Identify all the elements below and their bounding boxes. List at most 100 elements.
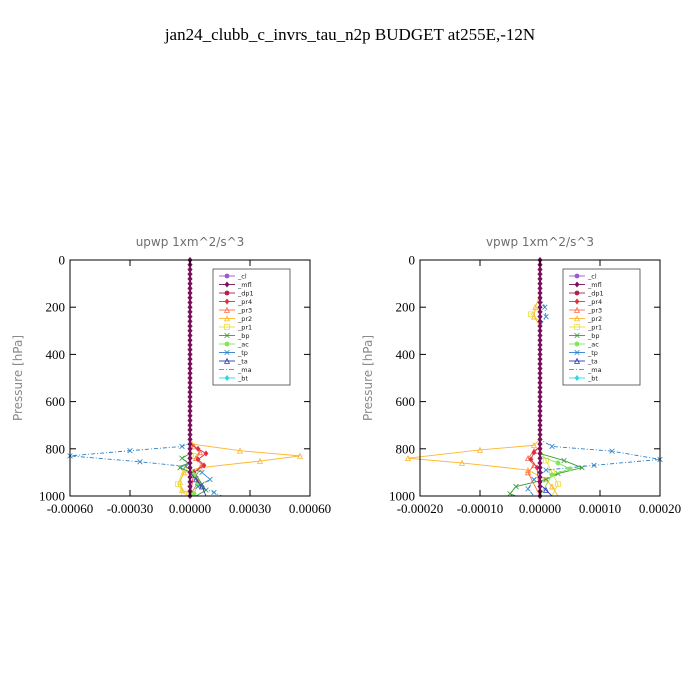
legend-marker bbox=[224, 332, 230, 339]
data-point bbox=[180, 469, 188, 476]
data-point bbox=[532, 303, 539, 310]
zero-profile-marker bbox=[537, 332, 543, 339]
y-tick-label: 200 bbox=[396, 300, 416, 315]
zero-profile-marker bbox=[537, 308, 543, 315]
zero-profile-marker bbox=[187, 337, 193, 344]
zero-profile-marker bbox=[187, 398, 193, 405]
legend-label: _bp bbox=[237, 332, 250, 340]
legend-label: _pr1 bbox=[587, 323, 602, 331]
zero-profile-marker bbox=[187, 422, 193, 429]
y-tick-label: 400 bbox=[396, 347, 416, 362]
legend-marker bbox=[574, 290, 580, 296]
zero-profile-marker bbox=[537, 417, 543, 424]
zero-profile-marker bbox=[187, 393, 193, 400]
zero-profile-marker bbox=[187, 445, 193, 452]
y-tick-label: 800 bbox=[46, 441, 66, 456]
zero-profile-marker bbox=[537, 441, 543, 448]
legend-label: _ta bbox=[587, 357, 598, 365]
zero-profile-marker bbox=[187, 375, 193, 381]
legend-label: _pr2 bbox=[587, 315, 602, 323]
zero-profile-marker bbox=[537, 360, 543, 367]
data-point bbox=[296, 452, 304, 459]
legend-label: _pr4 bbox=[587, 298, 602, 306]
zero-profile-marker bbox=[537, 474, 543, 481]
legend-marker bbox=[223, 357, 231, 364]
y-tick-label: 1000 bbox=[39, 489, 65, 504]
legend-entry-pr3: _pr3 bbox=[569, 306, 602, 314]
legend-entry-ta: _ta bbox=[569, 357, 598, 365]
zero-profile-marker bbox=[537, 356, 543, 363]
zero-profile-marker bbox=[537, 299, 543, 306]
x-tick-label: 0.00020 bbox=[639, 501, 681, 516]
legend: _cl_mfl_dp1_pr4_pr3_pr2_pr1_bp_ac_tp_ta_… bbox=[212, 268, 291, 386]
x-tick-label: 0.00000 bbox=[169, 501, 211, 516]
legend-entry-cl: _cl bbox=[219, 272, 247, 280]
legend-label: _tp bbox=[587, 349, 598, 357]
legend-label: _dp1 bbox=[587, 289, 604, 297]
data-point bbox=[524, 454, 532, 462]
y-tick-label: 600 bbox=[46, 394, 66, 409]
data-point bbox=[528, 456, 534, 463]
legend-marker bbox=[224, 281, 230, 288]
legend-label: _pr3 bbox=[587, 306, 602, 314]
series-bp bbox=[507, 260, 585, 497]
zero-profile-marker bbox=[537, 346, 543, 353]
legend-entry-ac: _ac bbox=[569, 340, 599, 348]
zero-profile-marker bbox=[187, 417, 193, 424]
zero-profile-marker bbox=[187, 483, 193, 490]
data-point bbox=[531, 449, 537, 456]
zero-profile-marker bbox=[537, 375, 543, 381]
zero-profile-marker bbox=[537, 389, 543, 396]
legend-entry-mfl: _mfl bbox=[569, 281, 602, 289]
data-point bbox=[458, 459, 466, 466]
legend-label: _ac bbox=[237, 340, 249, 348]
zero-profile-marker bbox=[537, 280, 543, 287]
legend-marker bbox=[224, 324, 230, 330]
legend-marker bbox=[574, 298, 580, 305]
zero-profile-marker bbox=[187, 290, 193, 297]
data-point bbox=[524, 469, 532, 476]
series-line bbox=[407, 260, 559, 497]
data-point bbox=[236, 447, 244, 454]
data-point bbox=[525, 486, 531, 492]
zero-profile-marker bbox=[187, 384, 193, 391]
data-point bbox=[207, 476, 213, 483]
legend-label: _dp1 bbox=[237, 289, 254, 297]
legend-marker bbox=[573, 315, 581, 322]
legend-marker bbox=[574, 375, 580, 381]
legend-entry-bt: _bt bbox=[569, 374, 598, 382]
legend-label: _pr1 bbox=[237, 323, 252, 331]
data-point bbox=[530, 441, 538, 449]
zero-profile-marker bbox=[537, 408, 543, 415]
zero-profile-marker bbox=[537, 271, 543, 278]
data-point bbox=[543, 476, 549, 483]
zero-profile-marker bbox=[537, 464, 543, 471]
zero-profile-marker bbox=[187, 408, 193, 415]
zero-profile-marker bbox=[187, 478, 193, 485]
legend: _cl_mfl_dp1_pr4_pr3_pr2_pr1_bp_ac_tp_ta_… bbox=[562, 268, 641, 386]
legend-entry-ma: _ma bbox=[219, 366, 252, 374]
zero-profile-marker bbox=[537, 318, 543, 325]
legend-label: _pr4 bbox=[237, 298, 252, 306]
zero-profile-marker bbox=[537, 294, 543, 301]
data-point bbox=[199, 469, 205, 476]
zero-profile-marker bbox=[537, 412, 543, 419]
legend-marker bbox=[574, 273, 580, 279]
data-point bbox=[404, 454, 412, 462]
legend-marker bbox=[574, 281, 580, 288]
legend-label: _pr3 bbox=[237, 306, 252, 314]
data-point bbox=[567, 466, 573, 472]
legend-entry-cl: _cl bbox=[569, 272, 597, 280]
legend-label: _ma bbox=[237, 366, 252, 374]
zero-profile-marker bbox=[187, 313, 193, 320]
y-axis-title: Pressure [hPa] bbox=[361, 335, 375, 421]
legend-label: _ta bbox=[237, 357, 248, 365]
zero-profile-marker bbox=[537, 379, 543, 386]
data-point bbox=[201, 462, 207, 469]
series-pr1 bbox=[528, 260, 561, 497]
zero-profile-marker bbox=[537, 422, 543, 429]
data-point bbox=[175, 481, 181, 487]
zero-profile-column bbox=[187, 257, 193, 499]
zero-profile-marker bbox=[537, 285, 543, 292]
zero-profile-marker bbox=[187, 379, 193, 386]
